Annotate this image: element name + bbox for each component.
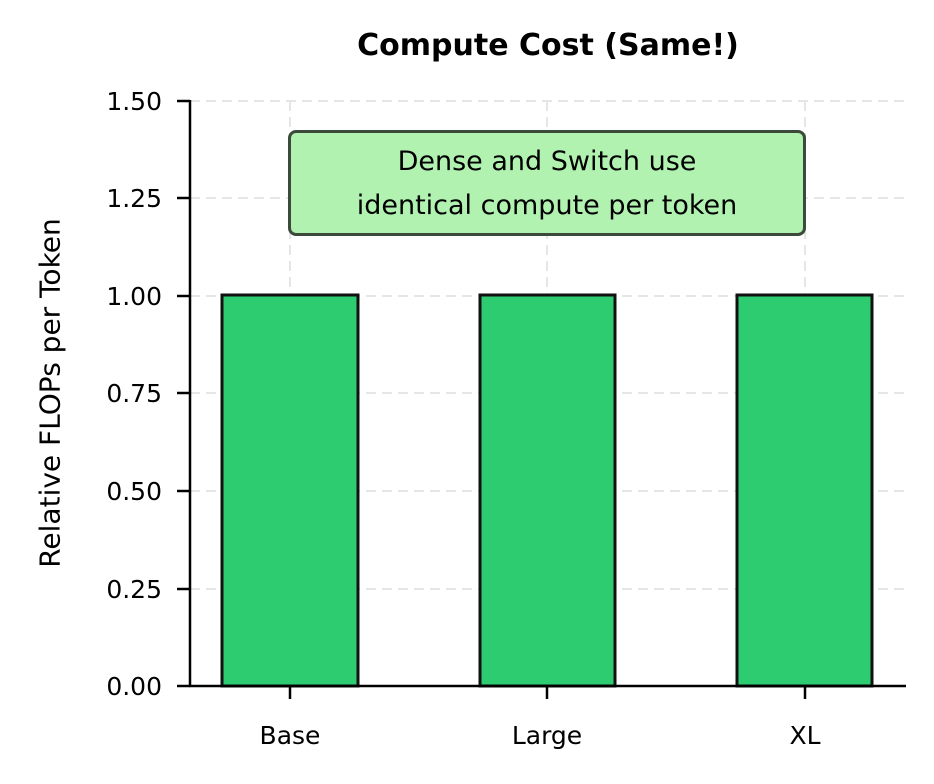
bar-large bbox=[478, 293, 617, 688]
bars bbox=[220, 293, 874, 688]
bar-base bbox=[220, 293, 360, 688]
chart-title: Compute Cost (Same!) bbox=[357, 28, 739, 63]
y-tick-label: 0.50 bbox=[106, 477, 162, 506]
y-tick-label: 1.00 bbox=[106, 282, 162, 311]
y-tick-label: 1.50 bbox=[106, 87, 162, 116]
y-tick-label: 0.75 bbox=[106, 379, 162, 408]
y-tick-label: 0.25 bbox=[106, 575, 162, 604]
x-tick-label: Large bbox=[512, 721, 582, 750]
x-tick-label: XL bbox=[789, 721, 820, 750]
bar-xl bbox=[735, 293, 874, 688]
y-tick-label: 1.25 bbox=[106, 184, 162, 213]
y-tick-label: 0.00 bbox=[106, 672, 162, 701]
axes bbox=[177, 99, 906, 699]
annotation-box: Dense and Switch use identical compute p… bbox=[288, 130, 806, 236]
annotation-line-2: identical compute per token bbox=[356, 190, 738, 221]
x-tick-label: Base bbox=[260, 721, 321, 750]
annotation-line-1: Dense and Switch use bbox=[397, 146, 697, 177]
